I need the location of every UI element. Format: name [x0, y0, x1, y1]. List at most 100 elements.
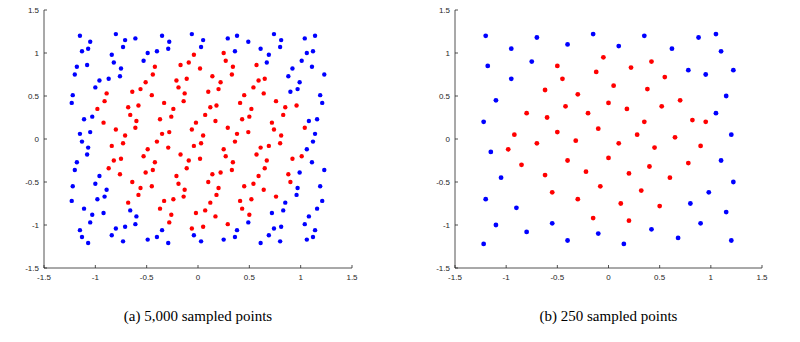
x-tick — [249, 265, 250, 268]
point — [313, 132, 317, 136]
point — [166, 241, 170, 245]
point — [297, 80, 301, 84]
point — [97, 174, 101, 178]
chart-0: -1.5-1-0.500.511.5-1.5-1-0.500.511.5(a) … — [25, 6, 358, 325]
point — [545, 115, 550, 120]
point — [575, 197, 580, 202]
point — [166, 145, 170, 149]
point — [731, 68, 736, 73]
point — [104, 91, 108, 95]
point — [310, 160, 314, 164]
point — [279, 133, 283, 137]
point — [210, 74, 214, 78]
point — [714, 111, 719, 116]
point — [647, 164, 652, 169]
point — [114, 32, 118, 36]
point — [73, 72, 77, 76]
point — [509, 46, 514, 51]
x-tick-label: 1.5 — [756, 273, 768, 282]
x-tick-label: 0 — [196, 273, 201, 282]
point — [283, 105, 287, 109]
point — [85, 63, 89, 67]
x-tick — [557, 265, 558, 268]
point — [263, 77, 267, 81]
point — [481, 119, 486, 124]
point — [171, 107, 175, 111]
point — [254, 63, 258, 67]
point — [240, 206, 244, 210]
point — [565, 158, 570, 163]
point — [618, 201, 623, 206]
point — [190, 226, 194, 230]
point — [176, 85, 180, 89]
point — [110, 144, 114, 148]
point — [499, 175, 504, 180]
point — [185, 166, 189, 170]
point — [128, 208, 132, 212]
point — [601, 55, 606, 60]
point — [85, 152, 89, 156]
point — [136, 103, 140, 107]
point — [233, 235, 237, 239]
point — [688, 201, 693, 206]
x-tick-label: 0.5 — [244, 273, 256, 282]
point — [249, 197, 253, 201]
point — [659, 104, 664, 109]
point — [305, 51, 309, 55]
point — [181, 194, 185, 198]
point — [80, 235, 84, 239]
point — [267, 144, 271, 148]
point — [514, 205, 519, 210]
y-tick — [455, 96, 458, 97]
point — [221, 147, 225, 151]
point — [118, 74, 122, 78]
point — [662, 75, 667, 80]
point — [171, 197, 175, 201]
point — [226, 222, 230, 226]
point — [160, 34, 164, 38]
point — [534, 35, 539, 40]
y-tick-label: 1.5 — [439, 6, 451, 15]
point — [295, 87, 299, 91]
points — [70, 32, 327, 245]
point — [160, 228, 164, 232]
point — [642, 33, 647, 38]
y-tick — [455, 139, 458, 140]
point — [649, 59, 654, 64]
point — [114, 127, 118, 131]
point — [719, 49, 724, 54]
point — [719, 158, 724, 163]
point — [176, 182, 180, 186]
point — [303, 126, 307, 130]
point — [221, 237, 225, 241]
point — [262, 91, 266, 95]
point — [155, 235, 159, 239]
point — [519, 162, 524, 167]
x-tick — [198, 265, 199, 268]
point — [555, 130, 560, 135]
x-tick — [44, 265, 45, 268]
point — [231, 65, 235, 69]
point — [238, 101, 242, 105]
y-tick-label: 1 — [446, 49, 451, 58]
point — [160, 132, 164, 136]
point — [118, 172, 122, 176]
point — [258, 47, 262, 51]
point — [299, 154, 303, 158]
point — [629, 65, 634, 70]
y-tick — [44, 96, 47, 97]
point — [242, 184, 246, 188]
point — [313, 228, 317, 232]
point — [267, 233, 271, 237]
point — [155, 139, 159, 143]
point — [258, 241, 262, 245]
point — [698, 221, 703, 226]
point — [286, 172, 290, 176]
y-tick-label: 1.5 — [28, 6, 40, 15]
point — [150, 184, 154, 188]
point — [126, 105, 130, 109]
point — [174, 78, 178, 82]
caption: (b) 250 sampled points — [540, 308, 678, 325]
y-tick-label: 0 — [446, 135, 451, 144]
point — [256, 78, 260, 82]
